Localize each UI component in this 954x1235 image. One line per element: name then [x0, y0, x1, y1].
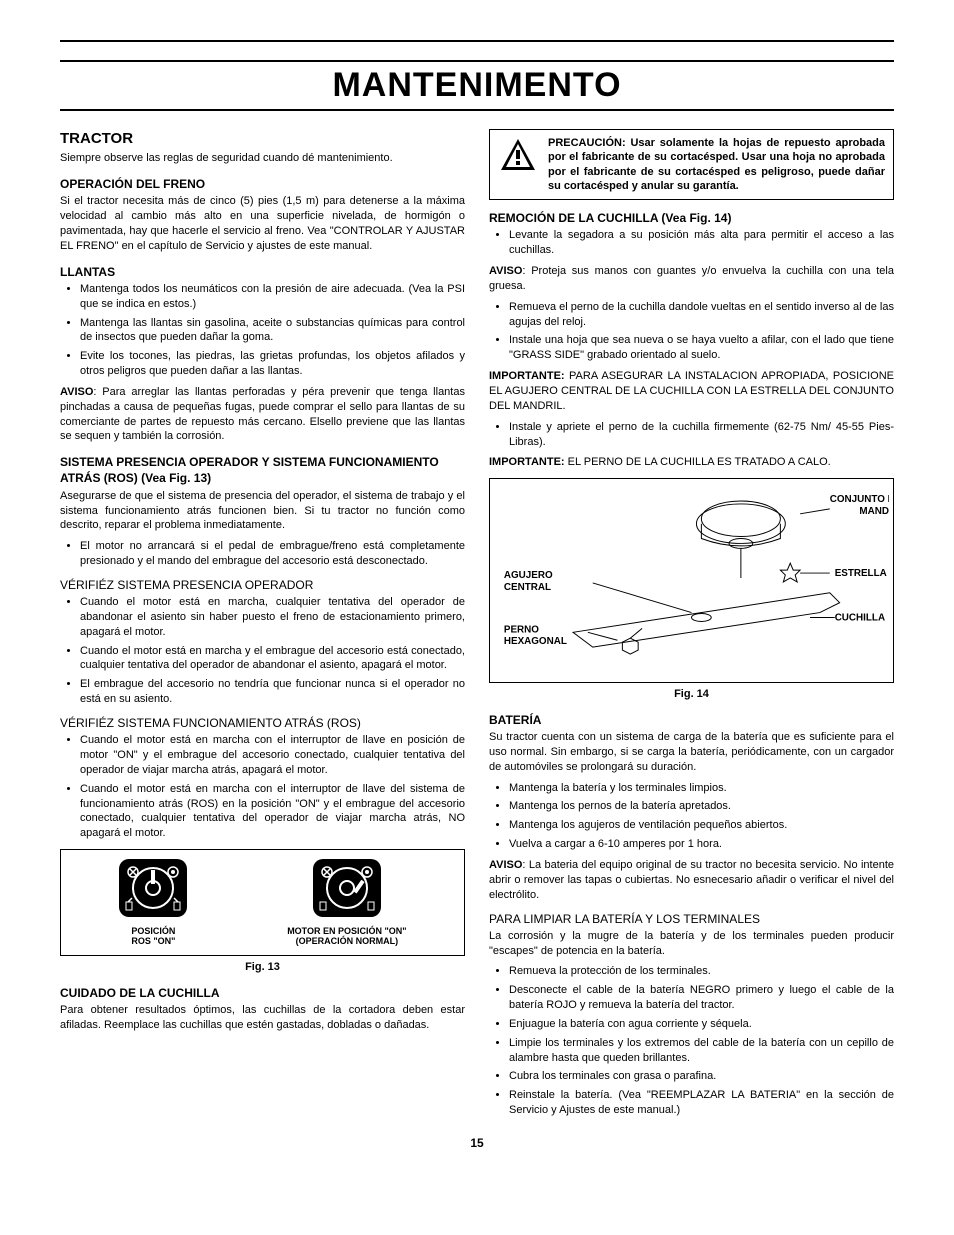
- page-number: 15: [60, 1136, 894, 1150]
- list-item: El motor no arrancará si el pedal de emb…: [80, 539, 465, 569]
- two-column-layout: TRACTOR Siempre observe las reglas de se…: [60, 129, 894, 1124]
- list-item: Cuando el motor está en marcha, cualquie…: [80, 595, 465, 640]
- list-item: El embrague del accesorio no tendría que…: [80, 677, 465, 707]
- key-switch-on-icon: [312, 858, 382, 918]
- heading-bateria: BATERÍA: [489, 712, 894, 728]
- fig13-icon-motor: MOTOR EN POSICIÓN "ON"(OPERACIÓN NORMAL): [287, 858, 406, 947]
- caution-box: PRECAUCIÓN: Usar solamente la hojas de r…: [489, 129, 894, 200]
- svg-text:AGUJERO: AGUJERO: [504, 570, 553, 581]
- right-column: PRECAUCIÓN: Usar solamente la hojas de r…: [489, 129, 894, 1124]
- fig13-label1: POSICIÓNROS "ON": [118, 927, 188, 947]
- list-item: Levante la segadora a su posición más al…: [509, 228, 894, 258]
- aviso-llantas: AVISO: Para arreglar las llantas perfora…: [60, 385, 465, 444]
- svg-text:PERNO: PERNO: [504, 625, 539, 636]
- aviso-manos-text: Proteja sus manos con guantes y/o envuel…: [489, 265, 894, 292]
- heading-remocion: REMOCIÓN DE LA CUCHILLA (Vea Fig. 14): [489, 210, 894, 226]
- heading-llantas: LLANTAS: [60, 264, 465, 280]
- heading-limpiar: PARA LIMPIAR LA BATERÍA Y LOS TERMINALES: [489, 911, 894, 927]
- importante2: IMPORTANTE: EL PERNO DE LA CUCHILLA ES T…: [489, 455, 894, 470]
- p-limpiar: La corrosión y la mugre de la batería y …: [489, 929, 894, 959]
- blade-assembly-diagram: CONJUNTO DEL MANDRIL AGUJERO CENTRAL PER…: [494, 483, 889, 673]
- list-llantas: Mantenga todos los neumáticos con la pre…: [60, 282, 465, 379]
- list-item: Mantenga todos los neumáticos con la pre…: [80, 282, 465, 312]
- fig13-caption: Fig. 13: [60, 960, 465, 975]
- page-title: MANTENIMENTO: [60, 66, 894, 105]
- list-item: Cuando el motor está en marcha con el in…: [80, 733, 465, 778]
- list-bateria: Mantenga la batería y los terminales lim…: [489, 781, 894, 852]
- p-tractor: Siempre observe las reglas de seguridad …: [60, 151, 465, 166]
- heading-sistema: SISTEMA PRESENCIA OPERADOR Y SISTEMA FUN…: [60, 454, 465, 486]
- aviso-llantas-text: Para arreglar las llantas perforadas y p…: [60, 386, 465, 443]
- list-verif2: Cuando el motor está en marcha con el in…: [60, 733, 465, 841]
- p-freno: Si el tractor necesita más de cinco (5) …: [60, 194, 465, 253]
- heading-verif2: VÉRIFIÉZ SISTEMA FUNCIONAMIENTO ATRÁS (R…: [60, 715, 465, 731]
- list-item: Remueva el perno de la cuchilla dandole …: [509, 300, 894, 330]
- list-item: Limpie los terminales y los extremos del…: [509, 1036, 894, 1066]
- list-item: Enjuague la batería con agua corriente y…: [509, 1017, 894, 1032]
- key-switch-ros-icon: [118, 858, 188, 918]
- importante1: IMPORTANTE: PARA ASEGURAR LA INSTALACION…: [489, 369, 894, 414]
- title-rule-bot: [60, 109, 894, 111]
- list-remocion1: Levante la segadora a su posición más al…: [489, 228, 894, 258]
- list-remocion3: Instale y apriete el perno de la cuchill…: [489, 420, 894, 450]
- list-item: Vuelva a cargar a 6-10 amperes por 1 hor…: [509, 837, 894, 852]
- aviso-bateria: AVISO: La bateria del equipo original de…: [489, 858, 894, 903]
- caution-text: PRECAUCIÓN: Usar solamente la hojas de r…: [548, 136, 885, 193]
- list-item: Cuando el motor está en marcha y el embr…: [80, 644, 465, 674]
- svg-text:CONJUNTO DEL: CONJUNTO DEL: [830, 494, 889, 505]
- fig14-box: CONJUNTO DEL MANDRIL AGUJERO CENTRAL PER…: [489, 478, 894, 683]
- list-item: Cuando el motor está en marcha con el in…: [80, 782, 465, 841]
- svg-text:MANDRIL: MANDRIL: [859, 506, 889, 517]
- list-remocion2: Remueva el perno de la cuchilla dandole …: [489, 300, 894, 363]
- heading-freno: OPERACIÓN DEL FRENO: [60, 176, 465, 192]
- svg-text:CUCHILLA: CUCHILLA: [835, 613, 885, 624]
- fig13-box: POSICIÓNROS "ON" MOT: [60, 849, 465, 956]
- list-item: Instale y apriete el perno de la cuchill…: [509, 420, 894, 450]
- list-item: Evite los tocones, las piedras, las grie…: [80, 349, 465, 379]
- list-item: Reinstale la batería. (Vea "REEMPLAZAR L…: [509, 1088, 894, 1118]
- list-item: Mantenga los pernos de la batería apreta…: [509, 799, 894, 814]
- title-rule-top: [60, 60, 894, 62]
- list-sistema: El motor no arrancará si el pedal de emb…: [60, 539, 465, 569]
- list-item: Mantenga las llantas sin gasolina, aceit…: [80, 316, 465, 346]
- svg-text:ESTRELLA: ESTRELLA: [835, 568, 887, 579]
- list-item: Mantenga la batería y los terminales lim…: [509, 781, 894, 796]
- fig14-caption: Fig. 14: [489, 687, 894, 702]
- heading-tractor: TRACTOR: [60, 129, 465, 149]
- aviso-manos: AVISO: Proteja sus manos con guantes y/o…: [489, 264, 894, 294]
- list-item: Mantenga los agujeros de ventilación peq…: [509, 818, 894, 833]
- list-item: Cubra los terminales con grasa o parafin…: [509, 1069, 894, 1084]
- list-verif1: Cuando el motor está en marcha, cualquie…: [60, 595, 465, 707]
- left-column: TRACTOR Siempre observe las reglas de se…: [60, 129, 465, 1124]
- fig13-icon-ros: POSICIÓNROS "ON": [118, 858, 188, 947]
- svg-text:CENTRAL: CENTRAL: [504, 582, 551, 593]
- p-sistema: Asegurarse de que el sistema de presenci…: [60, 489, 465, 534]
- list-item: Remueva la protección de los terminales.: [509, 964, 894, 979]
- fig13-label2: MOTOR EN POSICIÓN "ON"(OPERACIÓN NORMAL): [287, 927, 406, 947]
- aviso-bateria-text: La bateria del equipo original de su tra…: [489, 859, 894, 901]
- list-limpiar: Remueva la protección de los terminales.…: [489, 964, 894, 1118]
- list-item: Instale una hoja que sea nueva o se haya…: [509, 333, 894, 363]
- importante2-text: EL PERNO DE LA CUCHILLA ES TRATADO A CAL…: [568, 456, 831, 468]
- list-item: Desconecte el cable de la batería NEGRO …: [509, 983, 894, 1013]
- top-rule: [60, 40, 894, 42]
- heading-verif1: VÉRIFIÉZ SISTEMA PRESENCIA OPERADOR: [60, 577, 465, 593]
- p-cuchilla: Para obtener resultados óptimos, las cuc…: [60, 1003, 465, 1033]
- warning-icon: [498, 136, 538, 193]
- p-bateria: Su tractor cuenta con un sistema de carg…: [489, 730, 894, 775]
- heading-cuchilla: CUIDADO DE LA CUCHILLA: [60, 985, 465, 1001]
- svg-text:HEXAGONAL: HEXAGONAL: [504, 636, 567, 647]
